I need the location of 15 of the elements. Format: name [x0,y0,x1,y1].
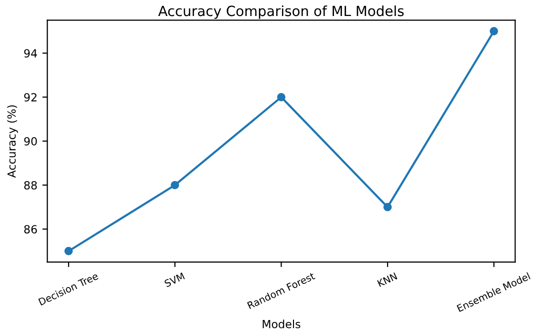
y-tick-label: 92 [24,93,36,102]
y-tick-label: 86 [24,225,37,234]
y-tick-label: 90 [24,137,37,146]
point [64,246,73,256]
y-tick-label: 88 [24,181,37,190]
y-tick-label: 94 [24,49,37,58]
x-tick-label: SVM [164,272,185,288]
point [170,180,180,190]
x-tick-label: KNN [377,272,398,287]
point [277,92,286,102]
y-axis-title: Accuracy (%) [7,105,18,178]
point [383,202,392,212]
chart-title: Accuracy Comparison of ML Models [158,5,404,19]
x-axis-title: Models [262,320,300,328]
point [490,26,498,36]
